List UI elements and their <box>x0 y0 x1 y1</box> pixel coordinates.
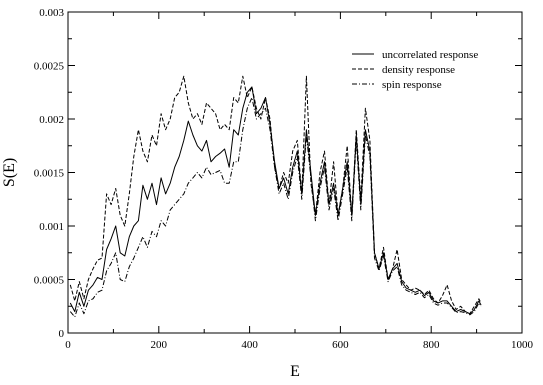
y-tick-label: 0.002 <box>39 114 64 126</box>
x-axis-title: E <box>290 363 300 380</box>
series-line-1 <box>69 86 482 315</box>
legend: uncorrelated response density response spi… <box>352 49 478 91</box>
series-line-2 <box>69 75 482 315</box>
legend-label-1: uncorrelated response <box>382 49 478 61</box>
plot-area: 0 200 400 600 800 1000 0 0.0005 0.001 0.0015 0.002… <box>34 7 534 351</box>
y-tick-label: 0.003 <box>39 7 64 19</box>
y-tick-label: 0.0025 <box>34 61 65 73</box>
x-tick-label: 1000 <box>511 339 534 351</box>
x-tick-label: 800 <box>423 339 440 351</box>
y-axis-title: S(E) <box>1 158 18 187</box>
legend-label-2: density response <box>382 64 455 76</box>
y-tick-label: 0.0005 <box>34 275 65 287</box>
x-tick-label: 600 <box>332 339 349 351</box>
series-line-3 <box>69 97 482 318</box>
y-tick-label: 0.001 <box>39 221 64 233</box>
series-group <box>69 75 482 318</box>
legend-label-3: spin response <box>382 79 442 91</box>
ticks-group: 0 200 400 600 800 1000 0 0.0005 0.001 0.0015 0.002… <box>34 7 534 351</box>
y-tick-label: 0 <box>59 328 65 340</box>
x-tick-label: 0 <box>65 339 71 351</box>
y-tick-label: 0.0015 <box>34 168 65 180</box>
x-tick-label: 200 <box>151 339 168 351</box>
x-tick-label: 400 <box>241 339 258 351</box>
